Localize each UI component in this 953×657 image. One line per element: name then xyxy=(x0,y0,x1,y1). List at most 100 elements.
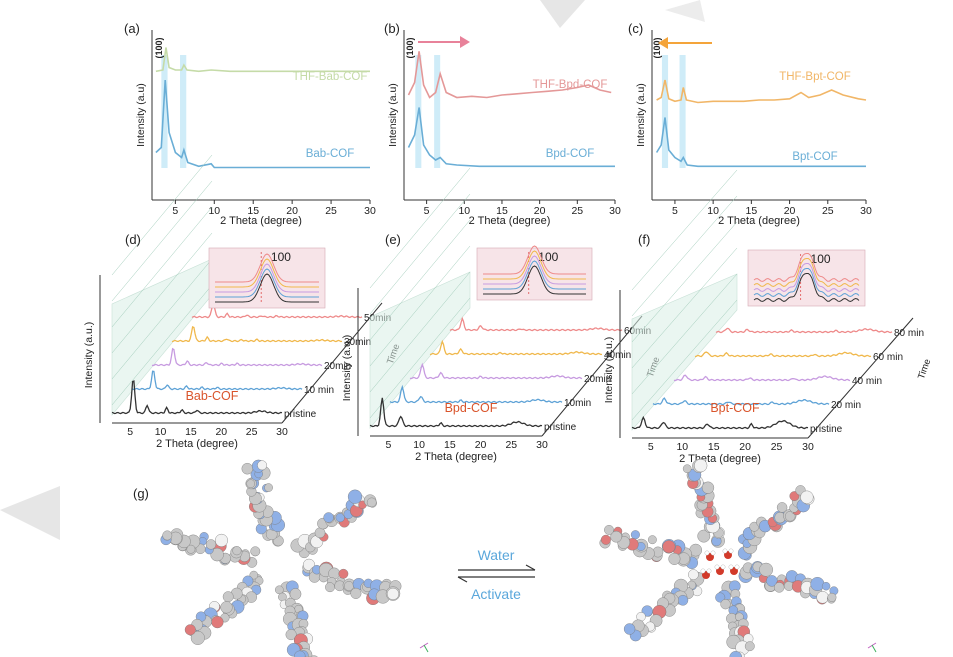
atom xyxy=(338,568,349,579)
atom xyxy=(648,535,657,545)
series-line xyxy=(407,107,615,168)
atom xyxy=(210,547,224,562)
panel-label: (b) xyxy=(384,21,400,36)
x-tick-label: 15 xyxy=(247,205,259,217)
x-tick-label: 15 xyxy=(185,426,197,438)
atom xyxy=(222,591,234,603)
x-tick-label: 30 xyxy=(609,205,621,217)
inset-trace xyxy=(483,265,586,295)
x-tick-label: 30 xyxy=(276,426,288,438)
cof-structure-left xyxy=(160,459,402,657)
x-tick-label: 5 xyxy=(172,205,178,217)
axis-indicator-icon xyxy=(419,642,429,653)
x-tick-label: 10 xyxy=(707,205,719,217)
panel-e: 60min40min20min10minpristine510152025302… xyxy=(341,167,662,463)
atom xyxy=(264,483,273,492)
x-tick-label: 5 xyxy=(648,441,654,453)
x-tick-label: 5 xyxy=(672,205,678,217)
atom xyxy=(600,534,611,545)
atom xyxy=(701,481,715,494)
water-hydrogen xyxy=(720,564,726,570)
atom xyxy=(715,592,726,603)
highlight-band xyxy=(679,55,686,168)
right-arrow-head xyxy=(460,36,470,48)
x-axis-label: 2 Theta (degree) xyxy=(156,438,238,450)
atom xyxy=(232,546,242,556)
atom xyxy=(220,601,233,614)
series-label: Bpt-COF xyxy=(792,151,837,163)
time-trace xyxy=(171,325,343,343)
grid-line xyxy=(631,247,738,369)
time-trace xyxy=(389,384,563,404)
peak-label: (100) xyxy=(154,37,164,58)
time-trace xyxy=(652,397,830,406)
grid-line xyxy=(369,271,471,393)
time-trace xyxy=(131,370,303,391)
x-tick-label: 15 xyxy=(708,441,720,453)
x-tick-label: 25 xyxy=(505,439,517,451)
grid-line xyxy=(369,245,471,367)
highlight-band xyxy=(434,55,441,168)
time-trace xyxy=(449,316,623,332)
atom xyxy=(682,464,692,474)
water-hydrogen xyxy=(734,564,740,570)
time-trace xyxy=(151,347,323,367)
series-line xyxy=(655,117,866,168)
atom xyxy=(186,544,196,554)
atom xyxy=(688,569,699,580)
grid-line xyxy=(631,221,738,343)
atom xyxy=(387,587,400,600)
x-tick-label: 5 xyxy=(424,205,430,217)
atom xyxy=(694,459,708,473)
x-tick-label: 25 xyxy=(325,205,337,217)
time-trace xyxy=(409,362,583,380)
atom xyxy=(729,651,742,657)
x-tick-label: 30 xyxy=(536,439,548,451)
time-trace xyxy=(631,415,809,430)
inset-trace xyxy=(483,260,586,290)
grid-line xyxy=(369,297,471,419)
atom xyxy=(774,582,785,593)
atom xyxy=(821,582,831,591)
atom xyxy=(744,641,755,652)
x-tick-label: 25 xyxy=(571,205,583,217)
atom xyxy=(274,585,284,595)
time-trace xyxy=(111,380,283,415)
atom xyxy=(190,630,205,645)
water-label: Water xyxy=(478,547,515,563)
cof-name-label: Bpd-COF xyxy=(445,401,498,415)
grid-line xyxy=(631,169,738,291)
panel-label: (c) xyxy=(628,21,643,36)
x-tick-label: 20 xyxy=(534,205,546,217)
x-tick-label: 25 xyxy=(246,426,258,438)
series-line xyxy=(656,79,867,104)
series-line xyxy=(155,47,370,73)
grid-line xyxy=(369,167,471,289)
forward-arrow-head xyxy=(525,564,536,571)
panel-label: (f) xyxy=(638,232,650,247)
water-hydrogen xyxy=(704,550,710,556)
x-tick-label: 10 xyxy=(413,439,425,451)
series-label: Bpd-COF xyxy=(546,148,595,160)
time-trace xyxy=(429,339,603,356)
water-hydrogen xyxy=(722,548,728,554)
axis-indicator-icon xyxy=(867,642,877,653)
left-arrow-head xyxy=(658,37,668,49)
x-tick-label: 30 xyxy=(860,205,872,217)
highlight-band xyxy=(661,55,669,168)
panel-a: 5 10 15 20 25 30 2 Theta (degree) Intensity (a.… xyxy=(124,21,376,227)
atom xyxy=(184,624,196,636)
grid-line xyxy=(369,193,471,315)
inset-trace xyxy=(753,258,860,288)
y-axis-label: Intensity (a.u.) xyxy=(83,322,95,389)
cof-name-label: Bab-COF xyxy=(186,389,239,403)
atom xyxy=(343,581,354,591)
time-trace xyxy=(694,351,872,358)
time-label: 20 min xyxy=(831,400,861,411)
x-tick-label: 20 xyxy=(784,205,796,217)
x-tick-label: 20 xyxy=(475,439,487,451)
atom xyxy=(810,577,825,592)
atom xyxy=(610,530,623,543)
grid-line xyxy=(631,299,738,421)
